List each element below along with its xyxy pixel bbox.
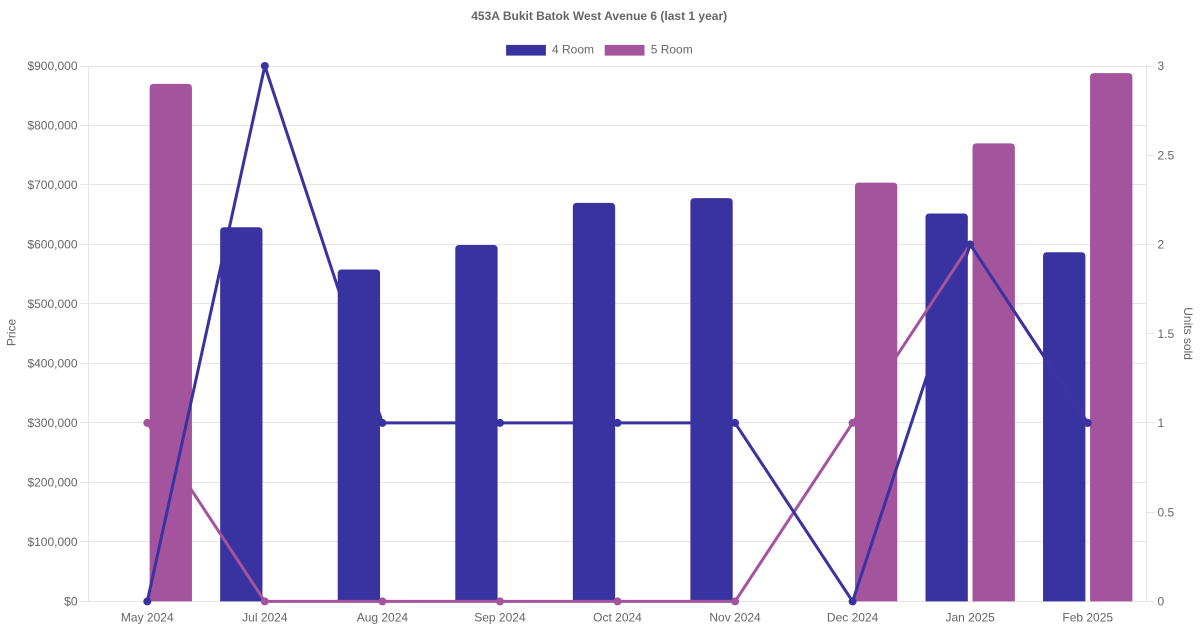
- svg-text:3: 3: [1158, 59, 1165, 73]
- svg-text:4 Room: 4 Room: [552, 43, 594, 57]
- svg-text:Dec 2024: Dec 2024: [827, 611, 879, 625]
- svg-text:5 Room: 5 Room: [651, 43, 693, 57]
- svg-text:Price: Price: [5, 319, 19, 347]
- svg-text:Aug 2024: Aug 2024: [357, 611, 409, 625]
- svg-text:Jan 2025: Jan 2025: [945, 611, 995, 625]
- svg-text:May 2024: May 2024: [121, 611, 174, 625]
- svg-text:Nov 2024: Nov 2024: [709, 611, 761, 625]
- svg-text:Jul 2024: Jul 2024: [242, 611, 288, 625]
- svg-text:$300,000: $300,000: [27, 416, 77, 430]
- svg-text:$900,000: $900,000: [27, 59, 77, 73]
- svg-text:$600,000: $600,000: [27, 238, 77, 252]
- svg-text:Sep 2024: Sep 2024: [474, 611, 526, 625]
- svg-text:Oct 2024: Oct 2024: [593, 611, 642, 625]
- svg-text:1: 1: [1158, 416, 1165, 430]
- svg-text:$200,000: $200,000: [27, 476, 77, 490]
- svg-text:$0: $0: [64, 595, 78, 609]
- svg-text:2.5: 2.5: [1158, 148, 1175, 162]
- svg-text:$500,000: $500,000: [27, 297, 77, 311]
- svg-text:453A Bukit Batok West Avenue 6: 453A Bukit Batok West Avenue 6 (last 1 y…: [471, 9, 727, 23]
- svg-text:0.5: 0.5: [1158, 505, 1175, 519]
- svg-text:2: 2: [1158, 238, 1165, 252]
- svg-text:Units sold: Units sold: [1181, 307, 1195, 360]
- svg-text:Feb 2025: Feb 2025: [1062, 611, 1113, 625]
- svg-text:0: 0: [1158, 595, 1165, 609]
- svg-text:1.5: 1.5: [1158, 327, 1175, 341]
- svg-text:$800,000: $800,000: [27, 119, 77, 133]
- svg-text:$700,000: $700,000: [27, 178, 77, 192]
- svg-text:$400,000: $400,000: [27, 357, 77, 371]
- svg-text:$100,000: $100,000: [27, 535, 77, 549]
